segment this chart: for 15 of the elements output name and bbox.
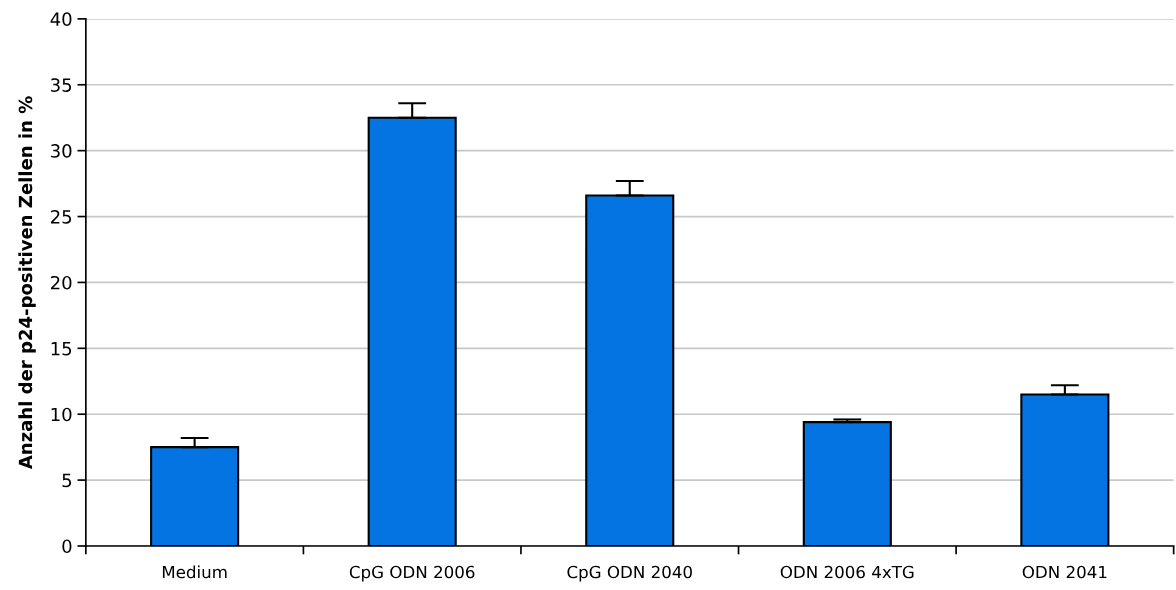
- x-tick-label: ODN 2041: [1022, 565, 1107, 579]
- x-tick-label: CpG ODN 2040: [567, 565, 692, 582]
- y-tick-label: 0: [62, 539, 72, 554]
- x-tick-label: ODN 2006 4xTG: [780, 565, 914, 579]
- x-tick-label: Medium: [162, 565, 227, 579]
- x-tick-label: CpG ODN 2006: [349, 565, 475, 582]
- y-tick-label: 30: [51, 144, 72, 158]
- y-tick-label: 25: [51, 210, 72, 224]
- y-tick-label: 10: [51, 407, 72, 422]
- y-tick-label: 20: [51, 275, 72, 290]
- y-tick-label: 35: [51, 78, 72, 92]
- y-tick-label: 15: [51, 342, 72, 356]
- y-tick-label: 5: [62, 473, 72, 488]
- y-axis-title: Anzahl der p24-positiven Zellen in %: [18, 96, 36, 470]
- y-tick-label: 40: [50, 12, 72, 26]
